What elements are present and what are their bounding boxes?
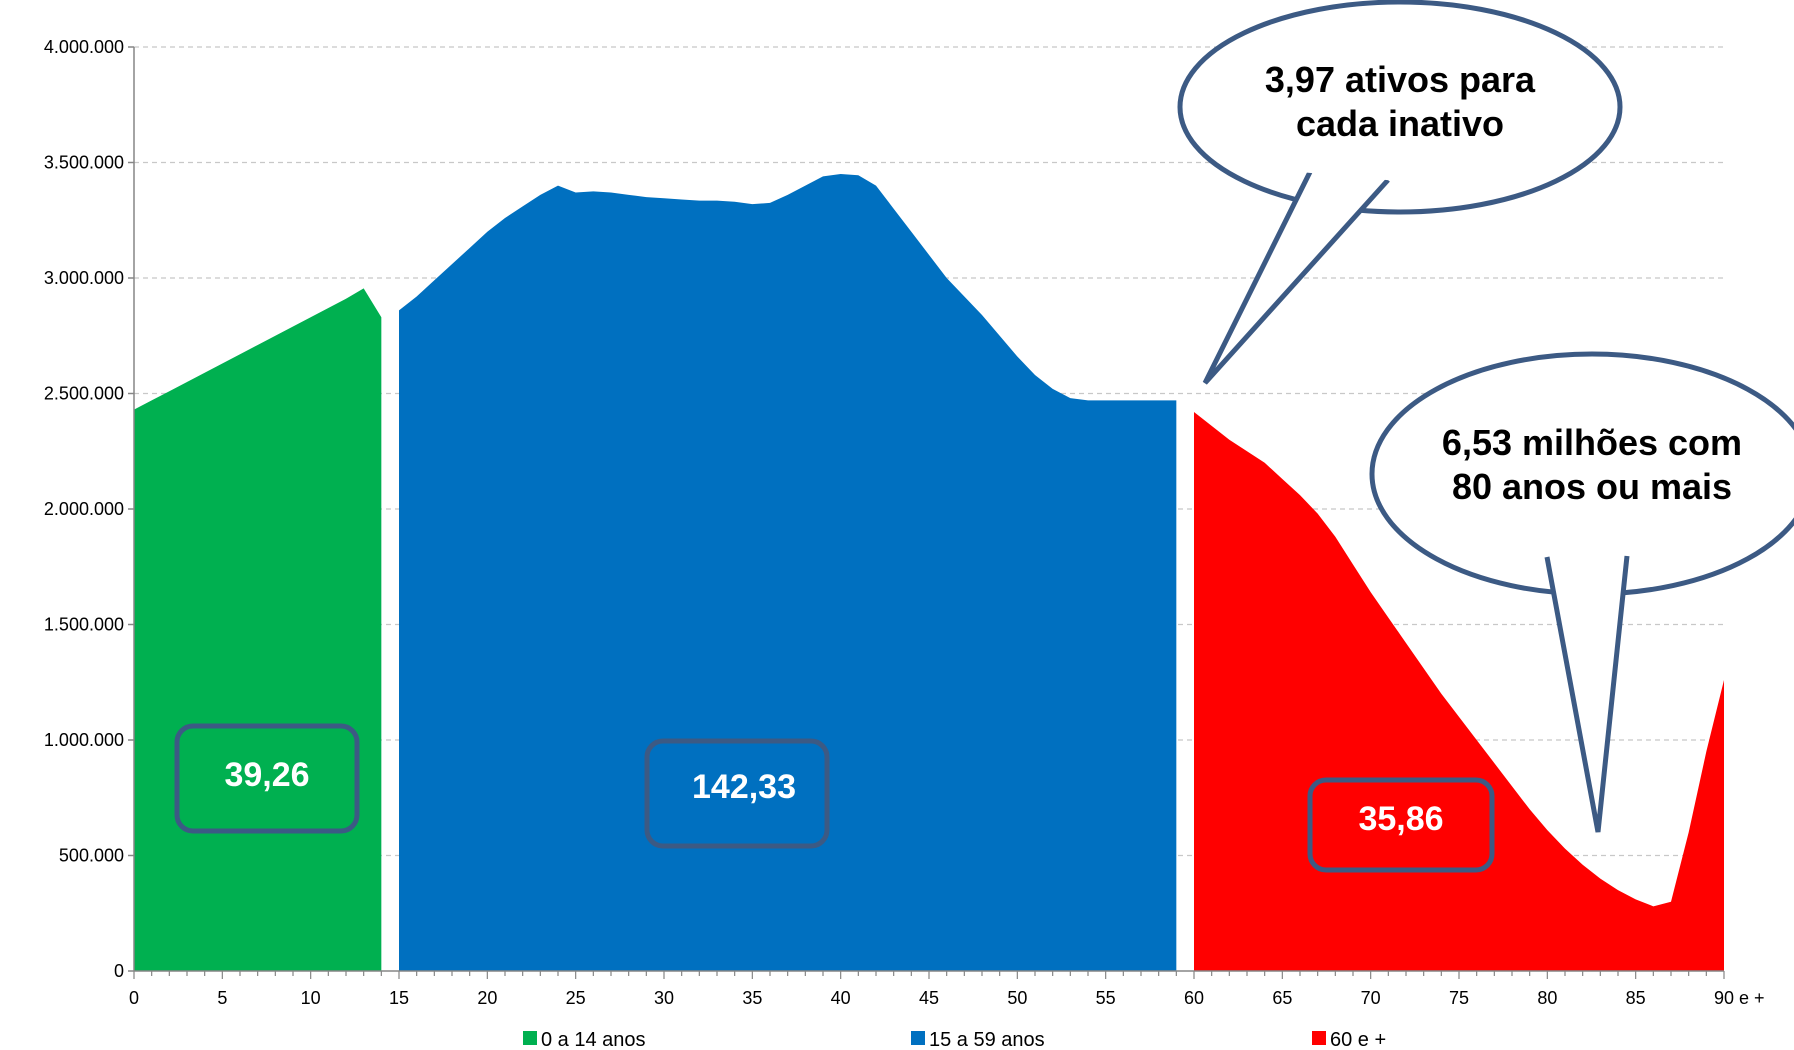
legend: 0 a 14 anos 15 a 59 anos 60 e +	[523, 1029, 1386, 1050]
speech-bubble-ratio: 3,97 ativos para cada inativo	[1177, 0, 1623, 385]
y-tick-label: 0	[114, 961, 124, 981]
x-tick-labels: 0 5 10 15 20 25 30 35 40 45 50 55 60 65 70 75 80 85 90 e +	[129, 988, 1765, 1008]
y-tick-label: 500.000	[59, 846, 124, 866]
y-tick-label: 2.000.000	[44, 499, 124, 519]
legend-item-15-59: 15 a 59 anos	[911, 1029, 1045, 1050]
speech-bubble-ratio-line1: 3,97 ativos para	[1265, 59, 1536, 100]
y-tick-label: 2.500.000	[44, 384, 124, 404]
annotation-box-15-59: 142,33	[644, 738, 830, 849]
x-tick-label: 15	[389, 988, 409, 1008]
legend-swatch-15-59	[911, 1031, 925, 1045]
annotation-box-0-14-label: 39,26	[224, 756, 309, 794]
y-tick-label: 1.500.000	[44, 615, 124, 635]
legend-label-60-plus: 60 e +	[1330, 1029, 1386, 1050]
x-tick-label: 40	[831, 988, 851, 1008]
annotation-box-15-59-label: 142,33	[692, 768, 796, 806]
y-tick-labels: 0 500.000 1.000.000 1.500.000 2.000.000 2.500…	[44, 37, 124, 981]
x-tick-label: 25	[566, 988, 586, 1008]
legend-label-0-14: 0 a 14 anos	[541, 1029, 646, 1050]
x-tick-label: 35	[742, 988, 762, 1008]
x-tick-label: 75	[1449, 988, 1469, 1008]
x-tick-label: 50	[1007, 988, 1027, 1008]
speech-bubble-elderly-line1: 6,53 milhões com	[1442, 422, 1742, 463]
x-tick-label: 55	[1096, 988, 1116, 1008]
x-tick-label: 45	[919, 988, 939, 1008]
y-tick-label: 4.000.000	[44, 37, 124, 57]
legend-item-60-plus: 60 e +	[1312, 1029, 1386, 1050]
x-tick-label: 65	[1272, 988, 1292, 1008]
area-series-1	[399, 174, 1177, 972]
annotation-box-0-14: 39,26	[174, 723, 360, 834]
x-tick-label: 5	[217, 988, 227, 1008]
legend-swatch-60-plus	[1312, 1031, 1326, 1045]
x-tick-label: 70	[1361, 988, 1381, 1008]
x-tick-label: 85	[1626, 988, 1646, 1008]
y-tick-label: 1.000.000	[44, 730, 124, 750]
x-tick-label: 80	[1537, 988, 1557, 1008]
area-series-0	[134, 288, 382, 971]
speech-bubble-elderly-line2: 80 anos ou mais	[1452, 466, 1732, 507]
y-tick-label: 3.000.000	[44, 268, 124, 288]
annotation-box-60-label: 35,86	[1358, 800, 1443, 838]
x-tick-label: 0	[129, 988, 139, 1008]
speech-bubble-elderly: 6,53 milhões com 80 anos ou mais	[1369, 351, 1794, 833]
x-tick-label: 90 e +	[1714, 988, 1765, 1008]
legend-swatch-0-14	[523, 1031, 537, 1045]
speech-bubble-ratio-line2: cada inativo	[1296, 103, 1504, 144]
x-tick-label: 10	[301, 988, 321, 1008]
annotation-box-60: 35,86	[1307, 777, 1495, 873]
axes	[128, 46, 1725, 979]
legend-label-15-59: 15 a 59 anos	[929, 1029, 1045, 1050]
x-tick-label: 30	[654, 988, 674, 1008]
y-tick-label: 3.500.000	[44, 153, 124, 173]
legend-item-0-14: 0 a 14 anos	[523, 1029, 646, 1050]
x-tick-label: 60	[1184, 988, 1204, 1008]
x-tick-label: 20	[477, 988, 497, 1008]
